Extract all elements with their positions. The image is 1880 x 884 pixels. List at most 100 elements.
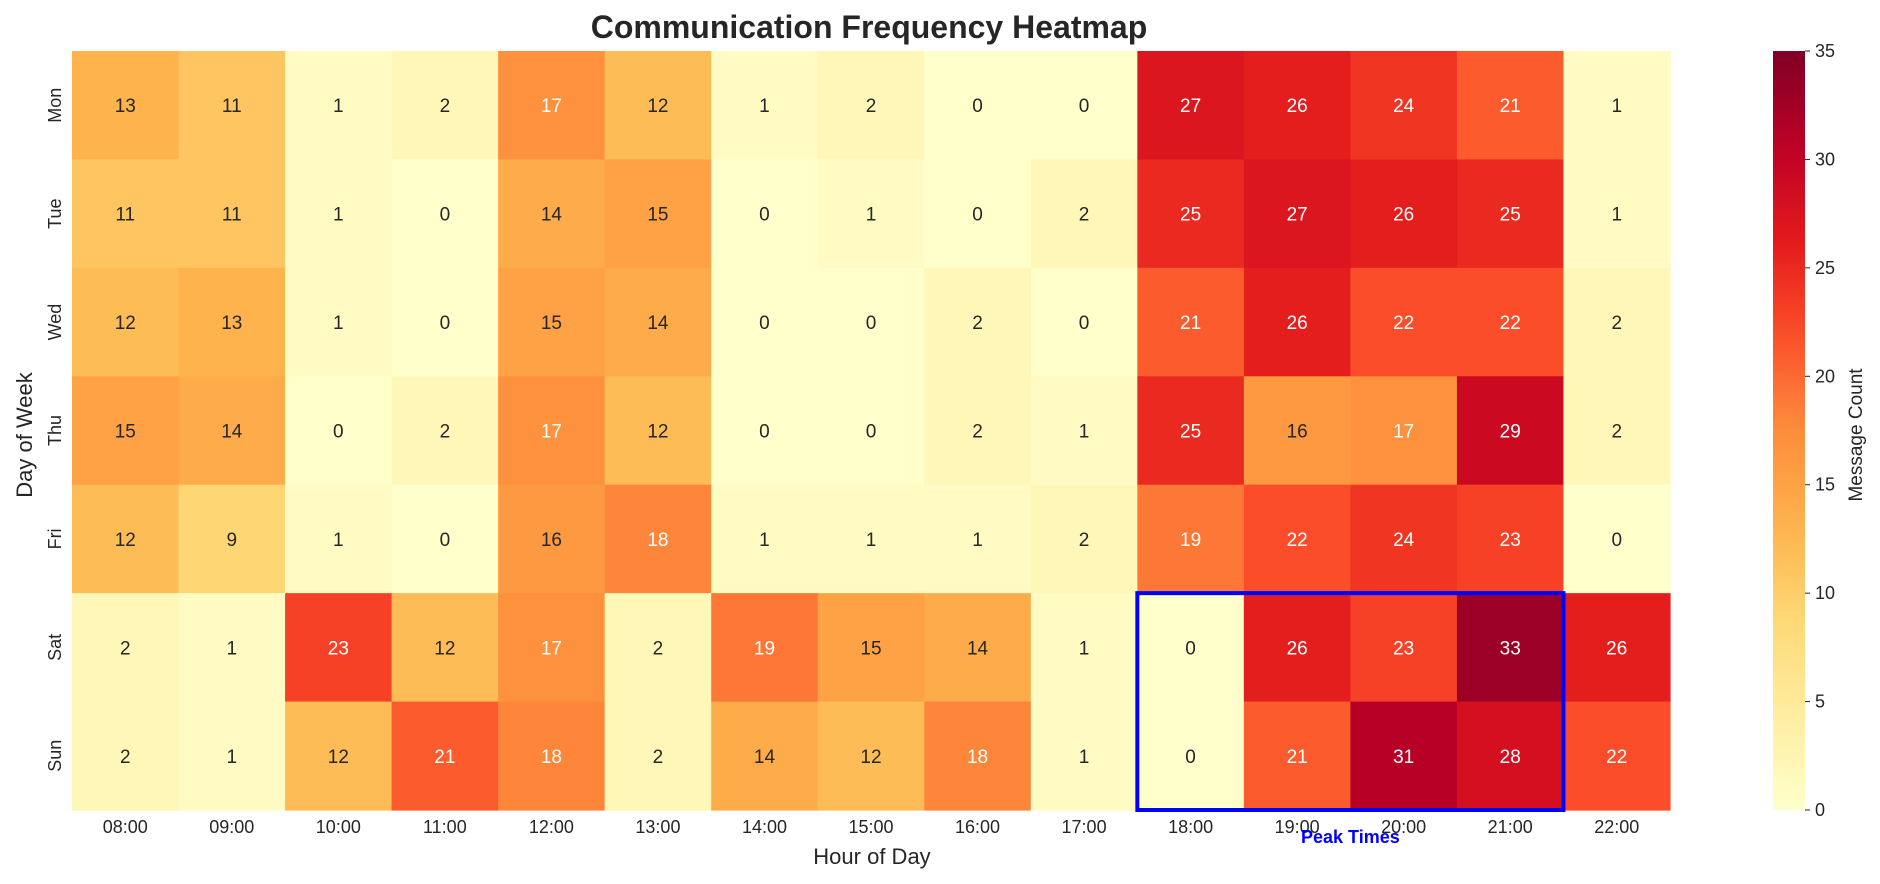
heatmap-cell xyxy=(1456,376,1565,486)
cell-value-label: 14 xyxy=(541,205,563,226)
cell-value-label: 23 xyxy=(1393,638,1414,659)
cell-value-label: 0 xyxy=(1079,313,1090,334)
cell-value-label: 26 xyxy=(1287,313,1308,334)
cell-value-label: 0 xyxy=(759,313,770,334)
cell-value-label: 14 xyxy=(967,638,989,659)
cell-value-label: 11 xyxy=(222,205,242,226)
heatmap-cell xyxy=(1243,376,1351,486)
heatmap-cell xyxy=(72,376,180,486)
heatmap-cell xyxy=(1350,159,1458,269)
heatmap-cell xyxy=(711,267,819,377)
heatmap-cell xyxy=(924,267,1032,377)
heatmap-cell xyxy=(498,484,606,594)
cell-value-label: 24 xyxy=(1393,96,1415,117)
x-tick-label: 13:00 xyxy=(635,817,680,837)
cell-value-label: 0 xyxy=(866,313,877,334)
cell-value-label: 15 xyxy=(647,205,668,226)
heatmap-cell xyxy=(924,593,1032,703)
cell-value-label: 17 xyxy=(541,638,562,659)
heatmap-cell xyxy=(604,484,712,594)
cell-value-label: 1 xyxy=(333,205,344,226)
heatmap-cell xyxy=(1030,593,1138,703)
cell-value-label: 9 xyxy=(227,530,238,551)
x-tick-label: 15:00 xyxy=(848,817,893,837)
heatmap-cell xyxy=(72,484,180,594)
heatmap-cell xyxy=(285,484,393,594)
cell-value-label: 12 xyxy=(647,96,668,117)
cell-value-label: 0 xyxy=(333,422,344,443)
heatmap-cell xyxy=(817,593,925,703)
y-tick-label: Mon xyxy=(45,88,65,123)
x-tick-label: 22:00 xyxy=(1594,817,1639,837)
x-tick-label: 14:00 xyxy=(742,817,787,837)
cell-value-label: 11 xyxy=(222,96,242,117)
cell-value-label: 22 xyxy=(1500,313,1521,334)
cell-value-label: 13 xyxy=(221,313,242,334)
colorbar-tick-label: 20 xyxy=(1815,366,1835,386)
heatmap-cell xyxy=(1350,376,1458,486)
cell-value-label: 23 xyxy=(1500,530,1521,551)
heatmap-cell xyxy=(1350,484,1458,594)
heatmap-cell xyxy=(1456,51,1565,161)
x-tick-label: 11:00 xyxy=(423,817,467,837)
cell-value-label: 17 xyxy=(541,422,562,443)
cell-value-label: 2 xyxy=(1611,313,1622,334)
heatmap-cell xyxy=(1563,51,1671,161)
cell-value-label: 18 xyxy=(647,530,668,551)
cell-value-label: 25 xyxy=(1500,205,1521,226)
cell-value-label: 1 xyxy=(227,638,238,659)
cell-value-label: 0 xyxy=(1079,96,1090,117)
cell-value-label: 0 xyxy=(1185,638,1196,659)
cell-value-label: 2 xyxy=(1079,205,1090,226)
heatmap-cell xyxy=(72,267,180,377)
heatmap-cell xyxy=(391,701,499,811)
x-tick-label: 19:00 xyxy=(1275,817,1320,837)
cell-value-label: 0 xyxy=(440,313,451,334)
heatmap-cell xyxy=(1350,51,1458,161)
x-axis-label: Hour of Day xyxy=(813,844,930,869)
heatmap-cell xyxy=(1243,159,1351,269)
colorbar-tick-label: 5 xyxy=(1815,692,1825,712)
heatmap-cell xyxy=(1563,159,1671,269)
cell-value-label: 1 xyxy=(1079,638,1090,659)
heatmap-cell xyxy=(285,376,393,486)
cell-value-label: 29 xyxy=(1500,422,1521,443)
heatmap-cell xyxy=(817,51,925,161)
y-tick-label: Thu xyxy=(45,415,65,446)
cell-value-label: 17 xyxy=(1393,422,1414,443)
cell-value-label: 1 xyxy=(1079,747,1090,768)
cell-value-label: 18 xyxy=(967,747,988,768)
heatmap-cell xyxy=(817,376,925,486)
cell-value-label: 23 xyxy=(328,638,349,659)
heatmap-cell xyxy=(1456,159,1565,269)
cell-value-label: 14 xyxy=(647,313,669,334)
heatmap-cell xyxy=(817,267,925,377)
cell-value-label: 25 xyxy=(1180,205,1201,226)
colorbar-tick-label: 15 xyxy=(1815,475,1835,495)
heatmap-cell xyxy=(1563,593,1671,703)
cell-value-label: 14 xyxy=(754,747,776,768)
cell-value-label: 22 xyxy=(1606,747,1627,768)
cell-value-label: 12 xyxy=(328,747,349,768)
y-tick-label: Sun xyxy=(45,740,65,772)
cell-value-label: 28 xyxy=(1500,747,1521,768)
heatmap-cell xyxy=(604,376,712,486)
cell-value-label: 15 xyxy=(541,313,562,334)
heatmap-cell xyxy=(498,701,606,811)
cell-value-label: 16 xyxy=(1287,422,1308,443)
cell-value-label: 14 xyxy=(221,422,243,443)
heatmap-cell xyxy=(1456,484,1565,594)
heatmap-cell xyxy=(285,593,393,703)
peak-times-box xyxy=(1135,591,1566,813)
cell-value-label: 24 xyxy=(1393,530,1415,551)
cell-value-label: 26 xyxy=(1606,638,1627,659)
cell-value-label: 1 xyxy=(866,205,877,226)
heatmap-cell xyxy=(711,593,819,703)
cell-value-label: 22 xyxy=(1393,313,1414,334)
heatmap-cell xyxy=(178,376,286,486)
colorbar-tick-label: 10 xyxy=(1815,583,1835,603)
cell-value-label: 26 xyxy=(1393,205,1414,226)
cell-value-label: 17 xyxy=(541,96,562,117)
cell-value-label: 2 xyxy=(440,96,451,117)
heatmap-cell xyxy=(1030,159,1138,269)
